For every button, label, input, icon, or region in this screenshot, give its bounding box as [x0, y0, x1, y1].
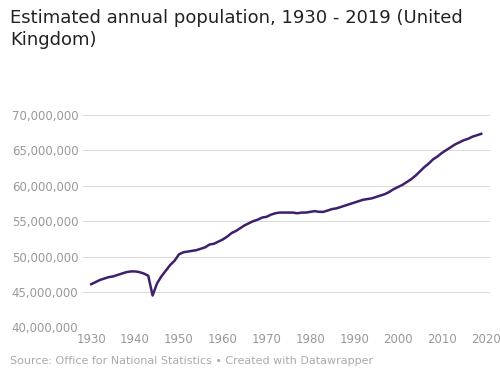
Text: Source: Office for National Statistics • Created with Datawrapper: Source: Office for National Statistics •… — [10, 356, 373, 366]
Text: Estimated annual population, 1930 - 2019 (United
Kingdom): Estimated annual population, 1930 - 2019… — [10, 9, 463, 50]
